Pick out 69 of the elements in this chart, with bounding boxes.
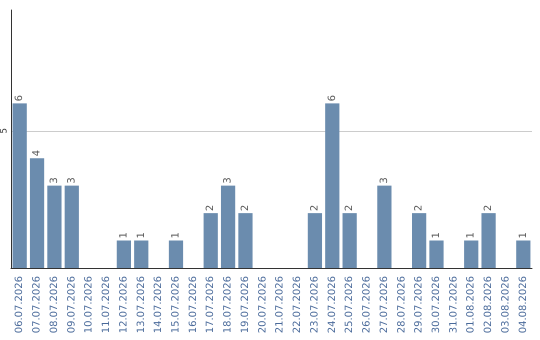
x-tick-label: 28.07.2026 <box>396 276 408 334</box>
bar <box>481 213 496 268</box>
x-tick-label: 27.07.2026 <box>378 276 390 334</box>
data-label: 3 <box>378 177 390 184</box>
x-tick-label: 19.07.2026 <box>240 276 251 334</box>
x-tick-label: 14.07.2026 <box>153 276 164 334</box>
bar <box>342 213 357 268</box>
bar <box>204 213 218 268</box>
x-tick-label: 04.08.2026 <box>518 276 529 334</box>
x-tick-label: 01.08.2026 <box>466 276 477 334</box>
data-label: 1 <box>466 232 477 239</box>
data-label: 4 <box>32 150 43 156</box>
bar <box>12 103 27 268</box>
bar <box>30 158 44 268</box>
data-label: 3 <box>66 177 78 184</box>
x-tick-label: 06.07.2026 <box>14 276 26 334</box>
data-label: 2 <box>240 204 251 212</box>
x-tick-label: 21.07.2026 <box>274 276 286 334</box>
bar <box>220 186 236 268</box>
bar <box>168 240 184 268</box>
data-label: 2 <box>309 204 320 212</box>
data-label: 6 <box>14 94 26 102</box>
x-tick-label: 24.07.2026 <box>326 276 338 334</box>
x-tick-label: 16.07.2026 <box>188 276 199 334</box>
x-tick-label: 26.07.2026 <box>362 276 373 334</box>
data-label: 2 <box>483 204 494 212</box>
data-label: 2 <box>414 204 425 212</box>
x-tick-label: 11.07.2026 <box>101 276 112 334</box>
x-tick-label: 07.07.2026 <box>32 276 43 334</box>
x-tick-label: 17.07.2026 <box>205 276 216 334</box>
bar <box>116 240 132 268</box>
bar <box>429 240 444 268</box>
bar <box>47 186 62 268</box>
x-tick-label: 15.07.2026 <box>170 276 182 334</box>
x-tick-label: 23.07.2026 <box>309 276 320 334</box>
bar <box>412 213 426 268</box>
x-tick-label: 02.08.2026 <box>483 276 494 334</box>
x-tick-label: 09.07.2026 <box>66 276 78 334</box>
data-label: 1 <box>518 232 529 239</box>
x-tick-label: 13.07.2026 <box>136 276 147 334</box>
x-tick-label: 31.07.2026 <box>448 276 460 334</box>
x-tick-label: 22.07.2026 <box>292 276 304 334</box>
x-tick-label: 18.07.2026 <box>222 276 234 334</box>
data-label: 1 <box>118 232 130 239</box>
data-label: 3 <box>222 177 234 184</box>
bar <box>308 213 322 268</box>
x-tick-label: 30.07.2026 <box>430 276 442 334</box>
data-label: 3 <box>48 177 60 184</box>
bar <box>64 186 79 268</box>
bar <box>325 103 340 268</box>
x-tick-label: 29.07.2026 <box>414 276 425 334</box>
data-label: 1 <box>430 232 442 239</box>
bar <box>377 186 392 268</box>
data-label: 2 <box>344 204 356 212</box>
data-label: 1 <box>170 232 182 239</box>
bar <box>238 213 253 268</box>
data-label: 2 <box>205 204 216 212</box>
bar <box>516 240 530 268</box>
x-tick-label: 25.07.2026 <box>344 276 356 334</box>
x-tick-label: 12.07.2026 <box>118 276 130 334</box>
x-tick-label: 20.07.2026 <box>257 276 268 334</box>
x-tick-label: 08.07.2026 <box>48 276 60 334</box>
x-tick-label: 03.08.2026 <box>500 276 512 334</box>
data-label: 1 <box>136 232 147 239</box>
x-tick-label: 10.07.2026 <box>84 276 95 334</box>
bar <box>464 240 478 268</box>
data-label: 6 <box>326 94 338 102</box>
y-tick-label: 5 <box>0 128 10 134</box>
bar <box>134 240 148 268</box>
